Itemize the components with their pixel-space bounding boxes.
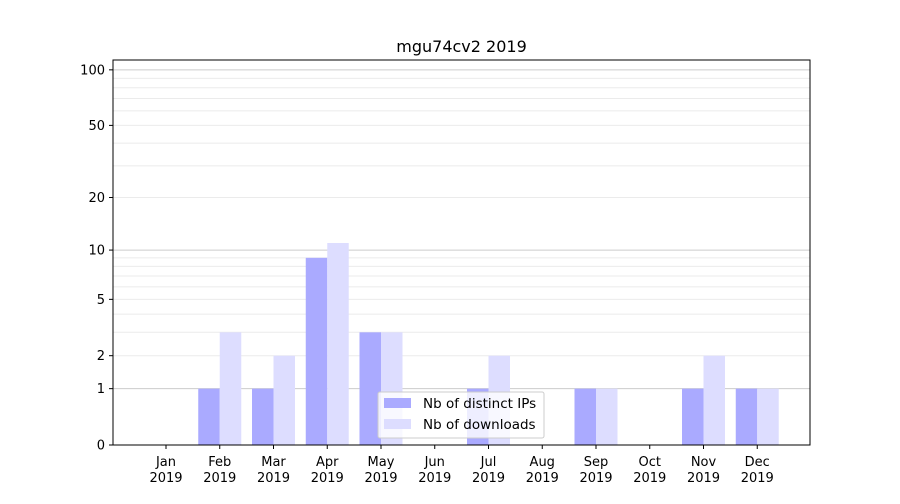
y-tick-label: 1 [97, 382, 105, 397]
x-tick-label: 2019 [311, 471, 344, 486]
x-tick-label: Dec [745, 455, 770, 470]
x-tick-label: 2019 [633, 471, 666, 486]
chart-title: mgu74cv2 2019 [396, 37, 527, 56]
x-tick-label: 2019 [364, 471, 397, 486]
bar-downloads [273, 355, 295, 445]
x-tick-label: 2019 [687, 471, 720, 486]
bar-distinct-ips [359, 332, 381, 445]
x-tick-label: 2019 [257, 471, 290, 486]
x-tick-label: Sep [584, 455, 609, 470]
bar-distinct-ips [198, 388, 220, 445]
bar-downloads [327, 243, 349, 445]
x-tick-label: 2019 [418, 471, 451, 486]
y-tick-label: 100 [80, 63, 105, 78]
bar-distinct-ips [574, 388, 596, 445]
x-tick-label: Jul [480, 455, 497, 470]
x-tick-label: Jan [155, 455, 176, 470]
x-tick-label: 2019 [579, 471, 612, 486]
bar-downloads [596, 388, 618, 445]
y-tick-label: 5 [97, 293, 105, 308]
bar-downloads [757, 388, 779, 445]
legend-swatch-downloads [384, 419, 411, 429]
legend-swatch-ips [384, 398, 411, 408]
x-tick-label: Jun [424, 455, 445, 470]
legend-box [377, 391, 545, 439]
x-tick-label: Oct [639, 455, 661, 470]
x-tick-label: Mar [261, 455, 286, 470]
x-tick-label: 2019 [472, 471, 505, 486]
x-tick-label: Aug [530, 455, 555, 470]
legend-label-ips: Nb of distinct IPs [423, 396, 536, 412]
legend: Nb of distinct IPs Nb of downloads [377, 391, 545, 439]
y-tick-label: 0 [97, 439, 105, 454]
y-tick-label: 20 [88, 191, 105, 206]
y-tick-label: 50 [88, 119, 105, 134]
x-tick-label: May [368, 455, 395, 470]
x-tick-label: 2019 [203, 471, 236, 486]
bar-downloads [219, 332, 242, 445]
bar-distinct-ips [735, 388, 758, 445]
x-tick-label: 2019 [149, 471, 182, 486]
x-tick-label: 2019 [741, 471, 774, 486]
y-tick-label: 2 [97, 349, 105, 364]
legend-label-downloads: Nb of downloads [423, 417, 536, 433]
bar-distinct-ips [682, 388, 704, 445]
bar-downloads [703, 355, 725, 445]
x-tick-label: Nov [691, 455, 717, 470]
y-tick-label: 10 [88, 244, 105, 259]
bar-distinct-ips [252, 388, 274, 445]
x-tick-label: Feb [208, 455, 231, 470]
x-tick-label: 2019 [526, 471, 559, 486]
plot-frame [112, 59, 811, 446]
x-tick-label: Apr [316, 455, 339, 470]
bar-distinct-ips [305, 257, 328, 445]
